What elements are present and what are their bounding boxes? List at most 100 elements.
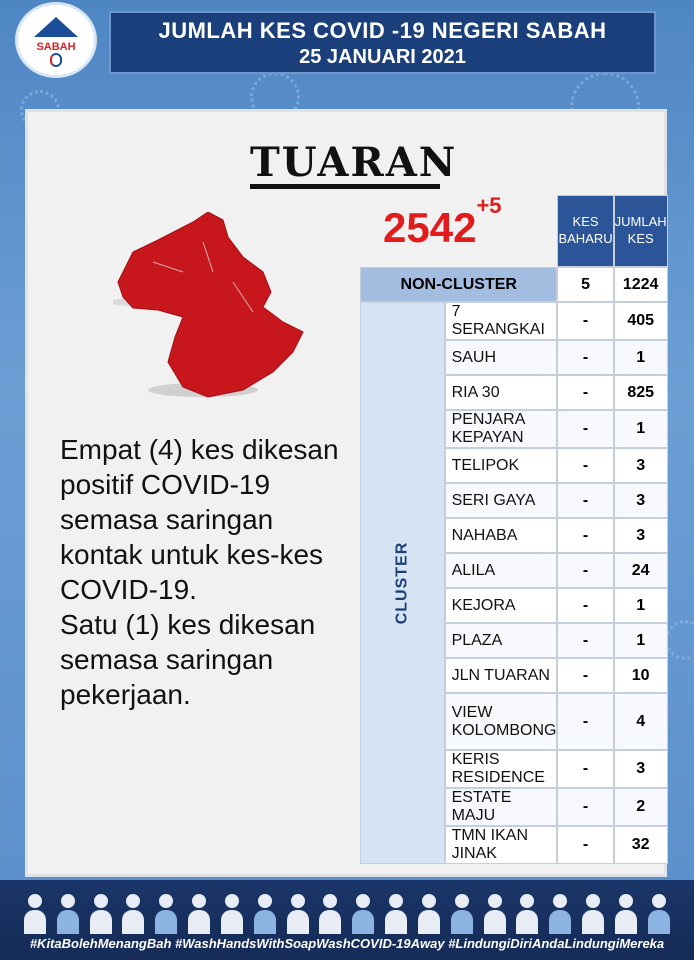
cluster-total: 1 [613,588,668,623]
cluster-new: - [557,518,614,553]
main-panel: TUARAN 2542+5 Empat (4) kes dikesan posi… [25,109,668,877]
cluster-new: - [557,588,614,623]
person-icon [580,888,606,934]
table-row: RIA 30-825 [360,375,668,410]
cluster-label: CLUSTER [360,302,445,864]
cluster-name: 7 SERANGKAI [444,302,558,340]
cluster-new: - [557,623,614,658]
table-row: KEJORA -1 [360,588,668,623]
cluster-total: 10 [613,658,668,693]
cluster-total: 3 [613,483,668,518]
person-icon [646,888,672,934]
person-icon [514,888,540,934]
table-row: VIEW KOLOMBONG -4 [360,693,668,750]
person-icon [219,888,245,934]
description-para2: Satu (1) kes dikesan semasa saringan pek… [60,609,316,710]
page-date: 25 JANUARI 2021 [299,46,466,68]
table-row: ALILA -24 [360,553,668,588]
person-icon [482,888,508,934]
person-icon [55,888,81,934]
sabah-logo: SABAH [18,5,94,75]
cluster-new: - [557,658,614,693]
person-icon [22,888,48,934]
cluster-name: SAUH [444,340,558,375]
cluster-total: 1 [613,340,668,375]
table-row: SERI GAYA -3 [360,483,668,518]
cluster-new: - [557,375,614,410]
total-value: 2542 [383,204,477,251]
cluster-total: 1 [613,623,668,658]
cluster-new: - [557,302,614,340]
description: Empat (4) kes dikesan positif COVID-19 s… [60,432,360,712]
noncluster-name: NON-CLUSTER [360,267,558,302]
cluster-name: KEJORA [444,588,558,623]
total-cases: 2542+5 [383,193,502,252]
cluster-total: 32 [613,826,668,864]
cluster-name: TMN IKAN JINAK [444,826,558,864]
district-title: TUARAN [250,142,455,189]
table-row: PLAZA -1 [360,623,668,658]
cluster-name: RIA 30 [444,375,558,410]
cluster-name: NAHABA [444,518,558,553]
person-icon [350,888,376,934]
table-row: TELIPOK -3 [360,448,668,483]
cluster-total: 3 [613,750,668,788]
person-icon [449,888,475,934]
noncluster-new: 5 [557,267,614,302]
table-row: TMN IKAN JINAK -32 [360,826,668,864]
cluster-total: 405 [613,302,668,340]
person-icon [416,888,442,934]
cluster-name: VIEW KOLOMBONG [444,693,558,750]
person-icon [252,888,278,934]
total-new: +5 [476,193,502,218]
table-row: KERIS RESIDENCE -3 [360,750,668,788]
cluster-name: TELIPOK [444,448,558,483]
table-row: NAHABA -3 [360,518,668,553]
person-icon [317,888,343,934]
cluster-new: - [557,340,614,375]
cluster-total: 1 [613,410,668,448]
person-icon [285,888,311,934]
person-icon [153,888,179,934]
cluster-total: 24 [613,553,668,588]
cluster-new: - [557,448,614,483]
virus-decoration [665,620,694,660]
cluster-total: 825 [613,375,668,410]
person-icon [88,888,114,934]
table-row: SAUH -1 [360,340,668,375]
col-header-new: KES BAHARU [557,195,614,267]
person-icon [383,888,409,934]
cluster-label-text: CLUSTER [393,541,411,625]
person-icon [186,888,212,934]
cluster-new: - [557,693,614,750]
frontliner-figures [22,888,672,934]
page-title: JUMLAH KES COVID -19 NEGERI SABAH [158,18,607,43]
cluster-name: PLAZA [444,623,558,658]
cluster-name: PENJARA KEPAYAN [444,410,558,448]
cluster-new: - [557,788,614,826]
cluster-name: JLN TUARAN [444,658,558,693]
footer-banner: #KitaBolehMenangBah #WashHandsWithSoapWa… [0,880,694,960]
district-map [113,212,304,398]
cases-table: KES BAHARU JUMLAH KES NON-CLUSTER 5 1224… [360,195,668,864]
cluster-name: SERI GAYA [444,483,558,518]
table-row: PENJARA KEPAYAN -1 [360,410,668,448]
col-header-total: JUMLAH KES [613,195,668,267]
mountain-icon [34,17,78,37]
cluster-name: ESTATE MAJU [444,788,558,826]
logo-text: SABAH [36,41,76,53]
cluster-new: - [557,826,614,864]
cluster-total: 3 [613,518,668,553]
cluster-total: 3 [613,448,668,483]
person-icon [547,888,573,934]
cluster-name: KERIS RESIDENCE [444,750,558,788]
cluster-new: - [557,483,614,518]
table-row: JLN TUARAN -10 [360,658,668,693]
cluster-total: 2 [613,788,668,826]
district-shape [117,212,304,398]
description-para1: Empat (4) kes dikesan positif COVID-19 s… [60,434,339,605]
hashtags: #KitaBolehMenangBah #WashHandsWithSoapWa… [29,936,665,951]
person-icon [613,888,639,934]
noncluster-total: 1224 [613,267,668,302]
cluster-total: 4 [613,693,668,750]
